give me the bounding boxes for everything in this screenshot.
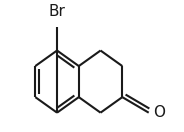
Text: Br: Br: [49, 4, 66, 19]
Text: O: O: [153, 105, 165, 120]
